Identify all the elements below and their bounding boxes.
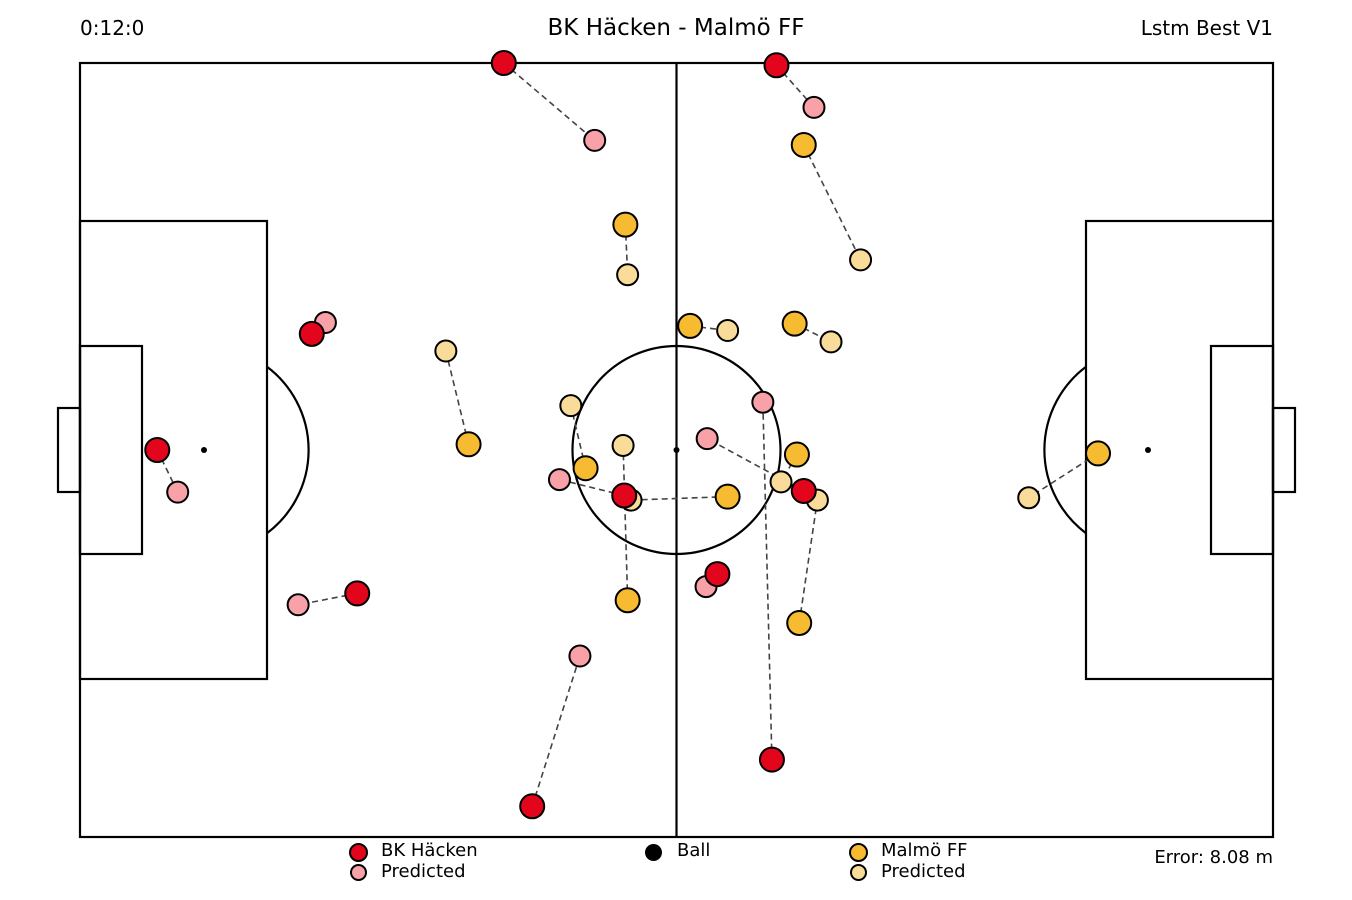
team-b-player xyxy=(1085,440,1112,467)
error-readout: Error: 8.08 m xyxy=(1154,847,1273,868)
team-b-player xyxy=(614,587,641,614)
team-a-prediction-link xyxy=(156,449,179,493)
legend-marker-team-b xyxy=(849,843,868,862)
team-a-player xyxy=(611,482,638,509)
match-clock: 0:12:0 xyxy=(80,16,145,40)
team-b-predicted-player xyxy=(434,339,458,363)
legend-label-team-a: BK Häcken xyxy=(381,840,478,861)
team-a-player xyxy=(298,320,325,347)
left-penalty-arc xyxy=(266,365,310,535)
team-a-predicted-player xyxy=(802,95,826,119)
centre-circle xyxy=(571,344,782,556)
team-a-predicted-player xyxy=(286,593,310,617)
team-a-player xyxy=(790,477,817,504)
team-a-player xyxy=(758,746,785,773)
legend-label-team-b: Malmö FF xyxy=(881,840,968,861)
left-penalty-spot xyxy=(201,447,207,453)
team-a-prediction-link xyxy=(503,62,596,142)
legend-marker-team-a xyxy=(349,843,368,862)
team-b-prediction-link xyxy=(631,495,728,501)
team-b-predicted-player xyxy=(1017,486,1041,510)
team-a-prediction-link xyxy=(531,655,581,807)
team-b-prediction-link xyxy=(622,445,629,601)
team-a-prediction-link xyxy=(762,402,773,760)
team-b-player xyxy=(790,131,817,158)
predicted-positions xyxy=(166,95,1041,668)
right-penalty-area xyxy=(1084,219,1275,681)
team-a-player xyxy=(704,561,731,588)
model-name: Lstm Best V1 xyxy=(1140,16,1273,40)
team-b-player xyxy=(786,610,813,637)
team-b-player xyxy=(572,455,599,482)
legend-label-team-b-predicted: Predicted xyxy=(881,861,966,882)
team-a-predicted-player xyxy=(751,390,775,414)
team-a-predicted-player xyxy=(695,427,719,451)
team-a-predicted-player xyxy=(547,468,571,492)
team-b-player xyxy=(455,431,482,458)
team-a-predicted-player xyxy=(568,644,592,668)
team-b-prediction-link xyxy=(445,350,470,445)
team-b-player xyxy=(612,211,639,238)
team-b-predicted-player xyxy=(611,433,635,457)
team-a-predicted-player xyxy=(583,128,607,152)
team-b-prediction-link xyxy=(803,144,862,261)
legend-label-ball: Ball xyxy=(677,840,711,861)
team-b-prediction-link xyxy=(798,499,819,624)
team-a-player xyxy=(519,793,546,820)
team-a-player xyxy=(144,437,171,463)
left-goal-area xyxy=(78,344,144,556)
team-a-player xyxy=(344,580,371,607)
team-b-predicted-player xyxy=(716,318,740,342)
legend-marker-ball xyxy=(645,844,662,861)
team-a-player xyxy=(490,50,517,76)
actual-positions xyxy=(144,50,1112,820)
legend-marker-team-a-predicted xyxy=(350,864,367,881)
team-b-predicted-player xyxy=(769,470,793,494)
team-b-predicted-player xyxy=(616,263,640,287)
match-title: BK Häcken - Malmö FF xyxy=(547,15,805,41)
team-b-player xyxy=(781,310,808,337)
left-penalty-area xyxy=(78,219,269,681)
right-goal-area xyxy=(1209,344,1275,556)
team-b-prediction-link xyxy=(1028,452,1099,499)
team-b-predicted-player xyxy=(819,330,843,354)
right-goal xyxy=(1271,406,1297,494)
team-b-player xyxy=(783,441,810,468)
team-b-player xyxy=(714,483,741,510)
team-a-player xyxy=(763,52,790,79)
team-a-prediction-link xyxy=(706,437,805,492)
right-penalty-arc xyxy=(1043,365,1087,535)
left-goal xyxy=(56,406,82,494)
team-a-predicted-player xyxy=(166,480,190,504)
legend-label-team-a-predicted: Predicted xyxy=(381,861,466,882)
centre-spot xyxy=(673,447,680,453)
right-penalty-spot xyxy=(1145,447,1151,453)
legend-marker-team-b-predicted xyxy=(850,864,867,881)
team-b-predicted-player xyxy=(849,248,873,272)
team-b-player xyxy=(677,312,704,339)
team-b-predicted-player xyxy=(559,394,583,418)
prediction-links xyxy=(156,62,1099,807)
